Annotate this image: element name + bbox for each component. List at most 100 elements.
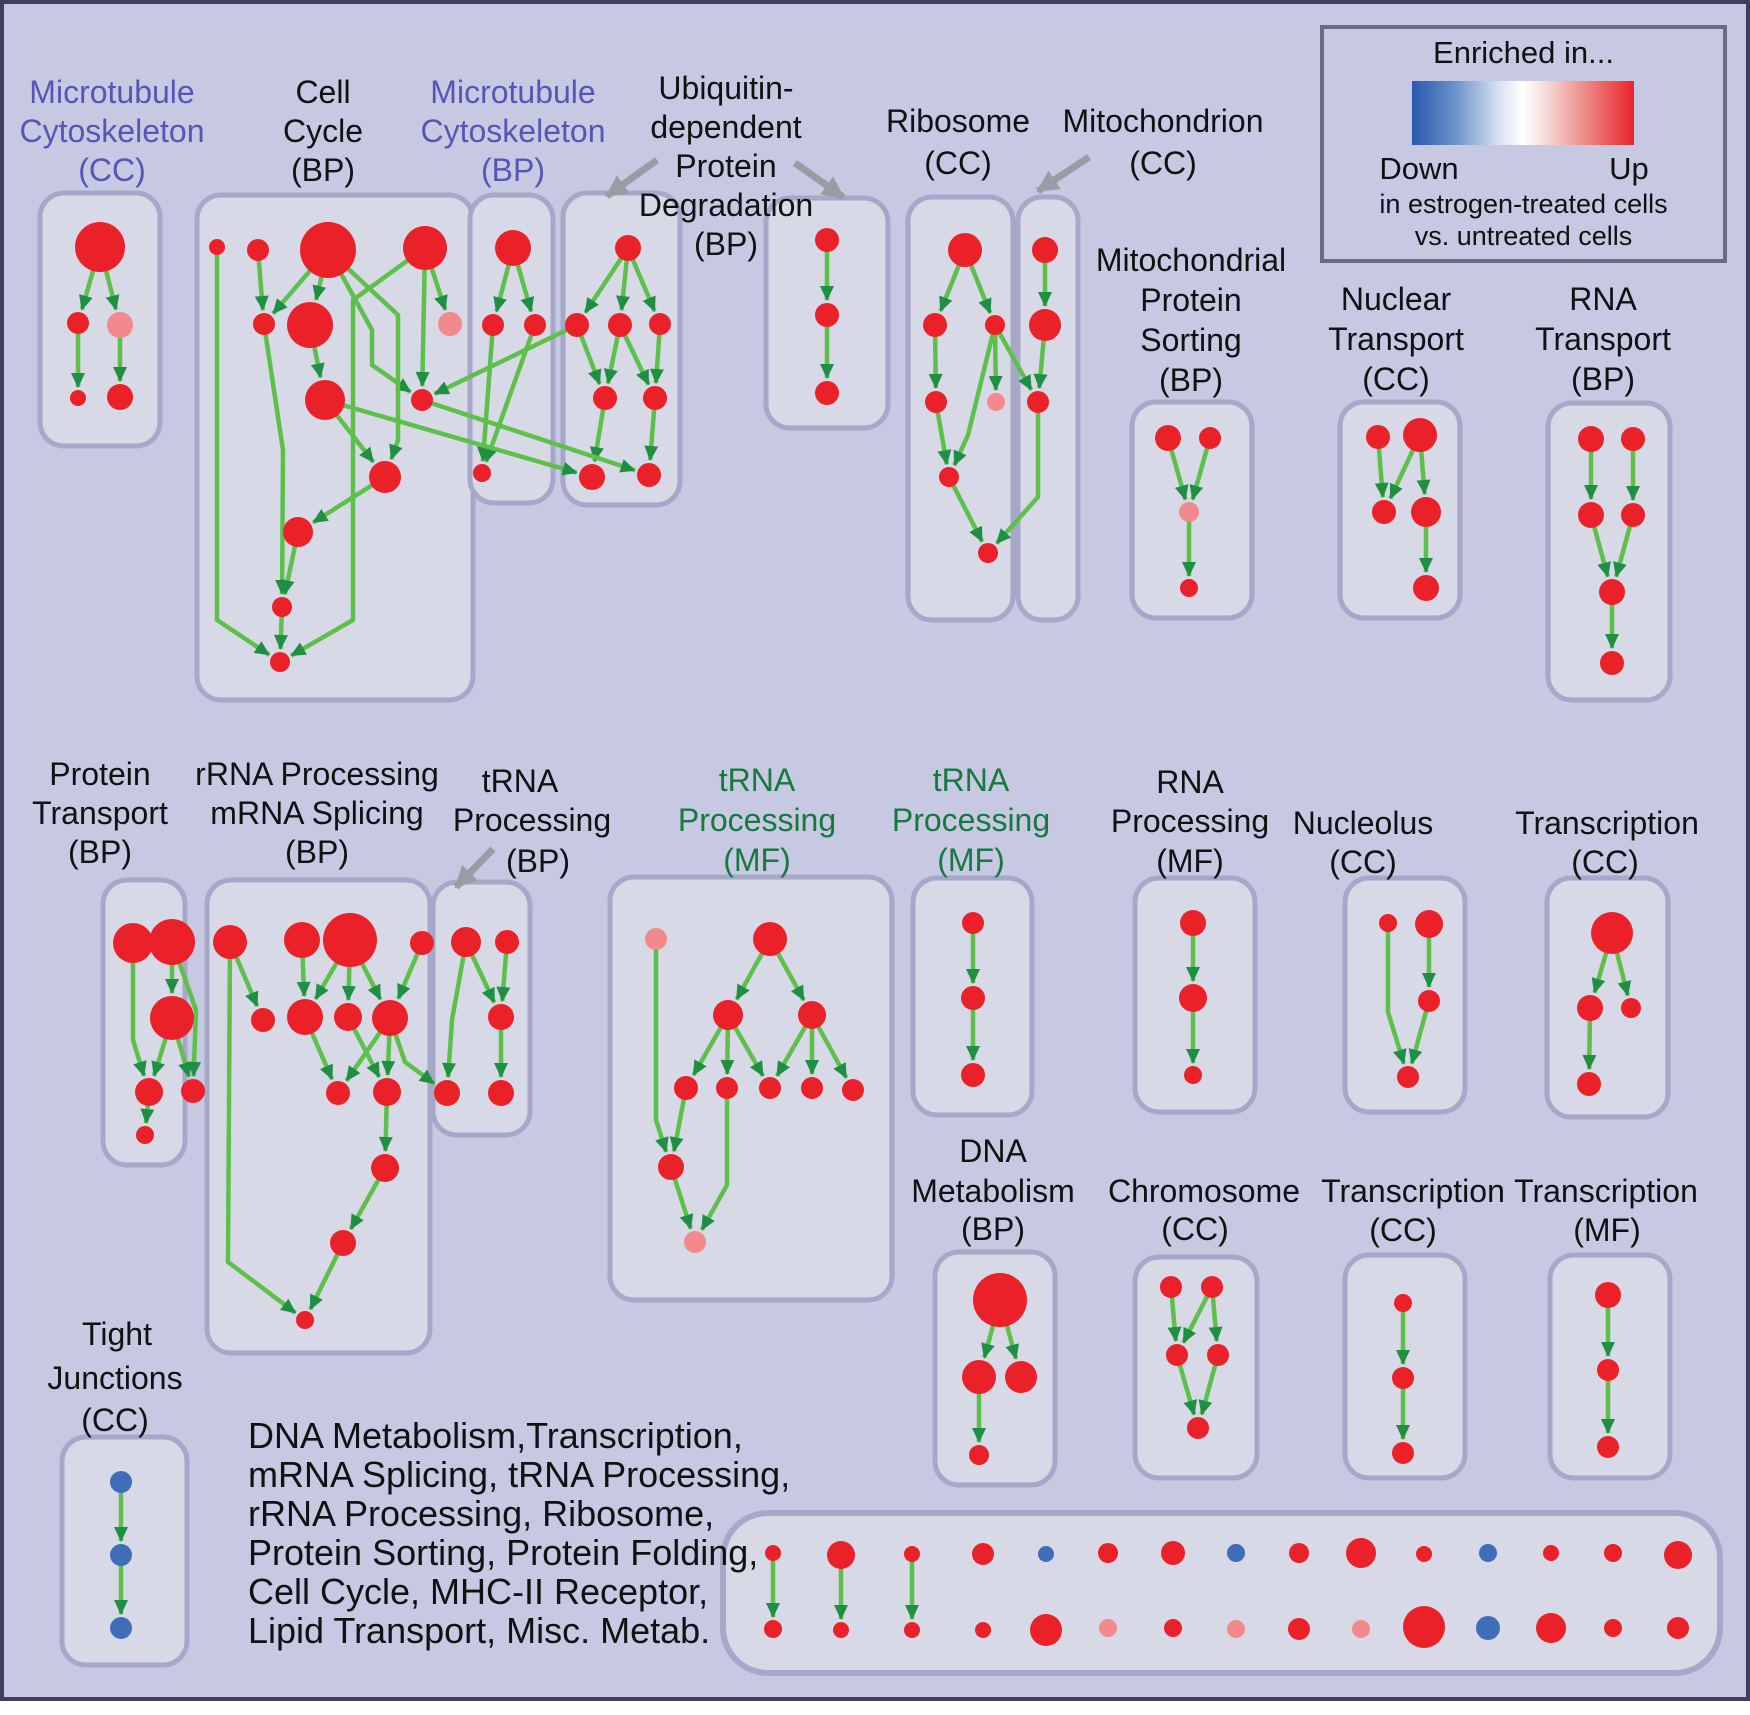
cluster-title-trnabp: tRNA <box>482 763 559 799</box>
gene-set-node-tj-j3 <box>110 1617 132 1639</box>
gene-set-node-cc-n8 <box>305 380 345 420</box>
gene-set-node-ub1-u2 <box>608 313 632 337</box>
gene-set-node-ub1-u4 <box>593 386 617 410</box>
cluster-title-rtr: Transport <box>1535 321 1671 357</box>
gene-set-node-summary-b5t <box>1038 1546 1054 1562</box>
gene-set-node-trnamf2-k1 <box>962 912 984 934</box>
gene-set-node-summary-b1b <box>764 1620 782 1638</box>
gene-set-node-mtcc-a1 <box>75 222 125 272</box>
gene-set-node-summary-b15t <box>1664 1541 1692 1569</box>
gene-set-node-summary-b9b <box>1288 1618 1310 1640</box>
cluster-title-chrm: Chromosome <box>1108 1173 1300 1209</box>
gene-set-node-summary-b4b <box>975 1622 991 1638</box>
gene-set-node-ntr-nt5 <box>1413 575 1439 601</box>
gene-set-node-ptr-p4 <box>135 1078 163 1106</box>
gene-set-node-mito-mt2 <box>1029 309 1061 341</box>
gene-set-node-nuc-o2 <box>1415 910 1443 938</box>
gene-set-node-summary-b8b <box>1227 1620 1245 1638</box>
edge-trnamf1.gp-to-trnamf1.glow <box>653 939 669 1153</box>
cluster-title-rib: (CC) <box>924 145 992 181</box>
edge-rib.r3-to-mito.mt3 <box>993 323 1034 391</box>
gene-set-node-tcc2-x1 <box>1394 1294 1412 1312</box>
cluster-box-summary <box>720 1510 1723 1676</box>
gene-set-node-summary-b3t <box>904 1546 920 1562</box>
edge-mito.mt3-to-rib.r7 <box>994 402 1041 545</box>
gene-set-node-rtr-rt6 <box>1600 651 1624 675</box>
cluster-title-trnamf2: tRNA <box>933 762 1010 798</box>
cluster-title-rrna: mRNA Splicing <box>210 795 423 831</box>
gene-set-node-chrm-h1 <box>1160 1276 1182 1298</box>
gene-set-node-trnamf1-gp <box>645 928 667 950</box>
gene-set-node-ptr-p3 <box>150 996 194 1040</box>
gene-set-node-ub1-u6 <box>579 464 605 490</box>
legend-color-gradient-bar <box>1412 81 1634 145</box>
cluster-title-tcc2: Transcription <box>1321 1173 1505 1209</box>
gene-set-node-ub1-u7 <box>637 463 661 487</box>
gene-set-node-tmf-y1 <box>1595 1282 1621 1308</box>
edge-rrna.q1-to-rrna.q13 <box>225 941 297 1315</box>
cluster-title-mtbp: (BP) <box>481 152 545 188</box>
legend-title: Enriched in... <box>1433 35 1614 70</box>
gene-set-node-rrna-q13 <box>296 1311 314 1329</box>
cluster-title-ub1: Degradation <box>639 187 813 223</box>
cluster-title-ptr: Protein <box>49 756 150 792</box>
gene-set-node-summary-b5b <box>1030 1614 1062 1646</box>
edge-rib.r6-to-rib.r7 <box>946 475 985 543</box>
label-pointer-arrow <box>792 160 846 200</box>
gene-set-node-rrna-q9 <box>326 1081 350 1105</box>
gene-set-node-chrm-h3 <box>1166 1344 1188 1366</box>
cluster-title-tj: Junctions <box>47 1360 182 1396</box>
gene-set-node-cc-n2 <box>247 239 269 261</box>
gene-set-node-tj-j2 <box>110 1544 132 1566</box>
cluster-title-tcc1: (CC) <box>1571 844 1639 880</box>
gene-set-node-summary-b7t <box>1161 1541 1185 1565</box>
gene-set-node-ptr-p2 <box>149 919 195 965</box>
gene-set-node-rrna-q6 <box>287 999 323 1035</box>
label-pointer-arrow <box>453 846 496 890</box>
gene-set-node-tmf-y2 <box>1597 1359 1619 1381</box>
footnote-line: rRNA Processing, Ribosome, <box>248 1493 715 1534</box>
cluster-title-trnamf1: tRNA <box>719 762 796 798</box>
gene-set-node-trnamf1-gr1 <box>674 1076 698 1100</box>
edge-ub1.u1-to-cc.n9 <box>433 322 578 396</box>
cluster-title-rnamf: (MF) <box>1156 843 1224 879</box>
gene-set-node-rnamf-f2 <box>1179 984 1207 1012</box>
gene-set-node-rrna-q10 <box>373 1078 401 1106</box>
edge-cc.n4-to-cc.n9 <box>415 247 430 388</box>
gene-set-node-cc-n3 <box>300 222 356 278</box>
gene-set-node-trnabp-tbm <box>488 1004 514 1030</box>
label-pointer-arrow <box>1036 154 1091 194</box>
gene-set-node-rib-r7 <box>978 543 998 563</box>
gene-set-node-rib-r2 <box>923 313 947 337</box>
legend-caption-line1: in estrogen-treated cells <box>1379 189 1668 219</box>
gene-set-node-summary-b9t <box>1289 1543 1309 1563</box>
cluster-title-msort: Protein <box>1140 282 1241 318</box>
gene-set-node-summary-b11b <box>1403 1606 1445 1648</box>
cluster-title-trnamf2: (MF) <box>937 842 1005 878</box>
cluster-box-dnam <box>932 1249 1058 1488</box>
gene-set-node-trnamf1-gbot <box>684 1231 706 1253</box>
gene-set-node-rib-r5 <box>987 393 1005 411</box>
gene-set-node-trnamf1-gr4 <box>801 1077 823 1099</box>
edge-trnamf1.gr2-to-trnamf1.gbot <box>699 1088 730 1231</box>
gene-set-node-summary-b1t <box>765 1545 781 1561</box>
gene-set-node-summary-b13b <box>1536 1613 1566 1643</box>
gene-set-node-summary-b7b <box>1164 1619 1182 1637</box>
cluster-title-mito: Mitochondrion <box>1063 103 1264 139</box>
gene-set-node-rrna-q5 <box>251 1008 275 1032</box>
gene-set-node-dnam-d3 <box>1005 1361 1037 1393</box>
gene-set-node-ptr-p6 <box>136 1126 154 1144</box>
footnote-line: DNA Metabolism,Transcription, <box>248 1415 743 1456</box>
gene-set-node-summary-b10b <box>1352 1620 1370 1638</box>
cluster-title-tcc1: Transcription <box>1515 805 1699 841</box>
gene-set-node-trnabp-tb2 <box>495 930 519 954</box>
gene-set-node-summary-b6t <box>1098 1543 1118 1563</box>
cluster-title-tj: (CC) <box>81 1402 149 1438</box>
cluster-title-tj: Tight <box>82 1316 152 1352</box>
cluster-title-dnam: DNA <box>959 1133 1027 1169</box>
gene-set-node-cc-n1 <box>209 239 225 255</box>
gene-set-node-summary-b14t <box>1604 1544 1622 1562</box>
gene-set-node-rrna-q7 <box>334 1003 362 1031</box>
gene-set-node-ub2-c2 <box>815 303 839 327</box>
